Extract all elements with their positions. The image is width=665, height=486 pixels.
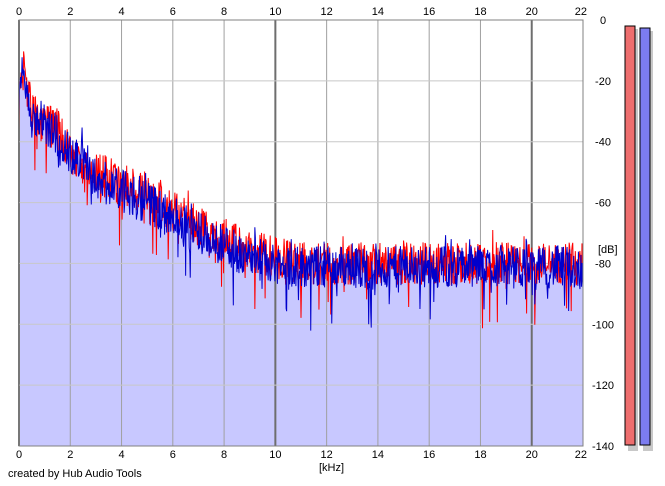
y-tick-label: -120 xyxy=(592,380,614,392)
x-tick-label: 2 xyxy=(67,449,73,461)
plot-frame xyxy=(18,19,584,447)
x-tick-labels-top: 0 2 4 6 8 10 12 14 16 18 20 22 xyxy=(16,6,587,18)
x-tick-labels-bottom: 0 2 4 6 8 10 12 14 16 18 20 22 xyxy=(16,449,587,461)
y-axis-label: [dB] xyxy=(598,244,618,256)
y-tick-label: 0 xyxy=(600,15,606,27)
x-tick-label: 22 xyxy=(575,6,587,18)
x-tick-label: 20 xyxy=(526,6,538,18)
y-tick-labels: 0 -20 -40 -60 -80 -100 -120 -140 xyxy=(592,15,614,453)
y-tick-label: -20 xyxy=(595,76,611,88)
x-tick-label: 0 xyxy=(16,449,22,461)
x-tick-label: 22 xyxy=(575,449,587,461)
x-tick-label: 18 xyxy=(474,6,486,18)
y-tick-label: -60 xyxy=(595,198,611,210)
x-tick-label: 10 xyxy=(269,449,281,461)
x-tick-label: 8 xyxy=(221,449,227,461)
x-tick-label: 16 xyxy=(423,449,435,461)
x-tick-label: 6 xyxy=(170,6,176,18)
y-tick-label: -80 xyxy=(595,258,611,270)
x-tick-label: 6 xyxy=(170,449,176,461)
y-tick-label: -140 xyxy=(592,441,614,453)
x-tick-label: 14 xyxy=(372,449,384,461)
x-tick-label: 14 xyxy=(372,6,384,18)
x-tick-label: 8 xyxy=(221,6,227,18)
y-tick-label: -40 xyxy=(595,137,611,149)
level-meter-left xyxy=(624,25,636,446)
y-tick-label: -100 xyxy=(592,319,614,331)
x-tick-label: 18 xyxy=(474,449,486,461)
x-axis-label: [kHz] xyxy=(319,462,344,474)
x-tick-label: 12 xyxy=(321,449,333,461)
x-tick-label: 16 xyxy=(423,6,435,18)
x-tick-label: 4 xyxy=(118,449,124,461)
x-tick-label: 2 xyxy=(67,6,73,18)
x-tick-label: 0 xyxy=(16,6,22,18)
x-tick-label: 10 xyxy=(269,6,281,18)
x-tick-label: 12 xyxy=(321,6,333,18)
level-meter-right xyxy=(639,27,651,446)
series-line-right xyxy=(18,57,584,331)
x-tick-label: 4 xyxy=(118,6,124,18)
credit-text: created by Hub Audio Tools xyxy=(8,468,142,480)
x-tick-label: 20 xyxy=(526,449,538,461)
spectrum-area-fill xyxy=(19,51,583,446)
